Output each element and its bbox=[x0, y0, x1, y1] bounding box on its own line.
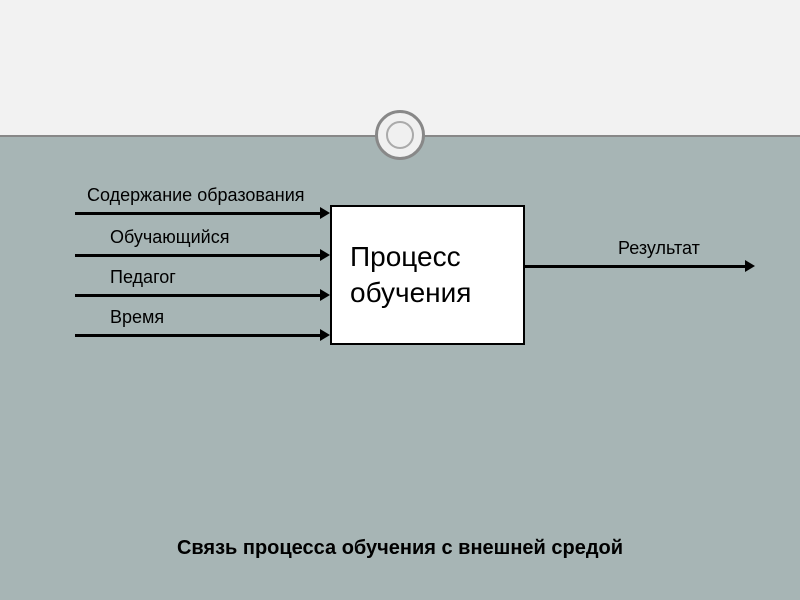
label-input-2: Педагог bbox=[110, 267, 176, 288]
arrow-line-input-0 bbox=[75, 212, 322, 215]
circle-ornament bbox=[375, 110, 425, 160]
circle-inner bbox=[386, 121, 414, 149]
arrow-head-output bbox=[745, 260, 755, 272]
caption-text: Связь процесса обучения с внешней средой bbox=[177, 537, 623, 560]
label-input-1: Обучающийся bbox=[110, 227, 229, 248]
arrow-head-input-2 bbox=[320, 289, 330, 301]
process-box: Процесс обучения bbox=[330, 205, 525, 345]
arrow-head-input-3 bbox=[320, 329, 330, 341]
label-input-0: Содержание образования bbox=[87, 185, 305, 206]
arrow-head-input-1 bbox=[320, 249, 330, 261]
process-text-line1: Процесс bbox=[350, 239, 461, 275]
label-output: Результат bbox=[618, 238, 700, 259]
arrow-head-input-0 bbox=[320, 207, 330, 219]
arrow-line-input-3 bbox=[75, 334, 322, 337]
arrow-line-output bbox=[525, 265, 747, 268]
label-input-3: Время bbox=[110, 307, 164, 328]
arrow-line-input-1 bbox=[75, 254, 322, 257]
arrow-line-input-2 bbox=[75, 294, 322, 297]
process-text-line2: обучения bbox=[350, 275, 471, 311]
